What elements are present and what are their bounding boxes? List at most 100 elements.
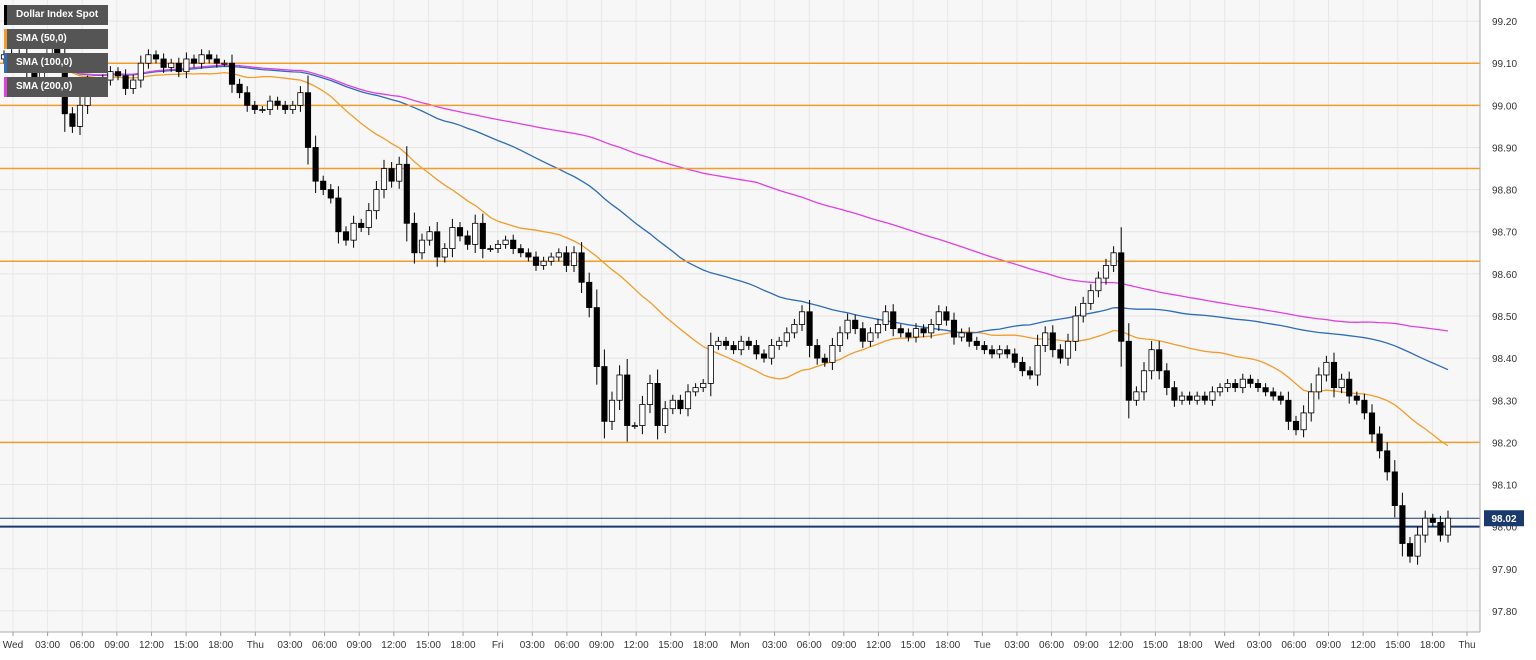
candle-body — [700, 383, 707, 389]
candle-body — [1080, 302, 1087, 317]
candle-body — [69, 113, 76, 127]
x-tick-label: 15:00 — [1143, 640, 1168, 651]
x-tick-label: 09:00 — [104, 640, 129, 651]
x-tick-label: 03:00 — [520, 640, 545, 651]
x-tick-label: 15:00 — [658, 640, 683, 651]
candle-body — [1209, 391, 1216, 401]
candle-body — [76, 104, 84, 127]
candle-body — [1414, 534, 1421, 557]
x-tick-label: 06:00 — [797, 640, 822, 651]
x-tick-label: 06:00 — [312, 640, 337, 651]
candle-body — [1384, 450, 1391, 473]
candle-body — [912, 328, 920, 338]
x-tick-label: 12:00 — [139, 640, 164, 651]
candle-body — [844, 319, 851, 334]
candle-body — [168, 62, 175, 68]
candle-body — [312, 147, 319, 182]
candle-body — [282, 104, 289, 110]
candle-body — [525, 252, 532, 258]
candle-body — [1368, 412, 1376, 435]
candle-body — [1330, 361, 1338, 389]
candle-body — [1422, 517, 1429, 536]
candle-body — [829, 345, 836, 363]
x-tick-label: 06:00 — [70, 640, 95, 651]
candle-body — [358, 222, 365, 228]
candle-body — [1186, 395, 1193, 401]
current-price-tag — [1484, 510, 1524, 527]
candle-body — [1437, 522, 1444, 536]
candle-body — [396, 163, 403, 182]
x-tick-label: 06:00 — [1281, 640, 1306, 651]
candle-body — [920, 328, 927, 334]
candle-body — [1315, 374, 1322, 393]
x-tick-label: 12:00 — [1351, 640, 1376, 651]
x-tick-label: 15:00 — [1385, 640, 1410, 651]
sma-100-line — [3, 54, 1449, 371]
candle-body — [1194, 395, 1201, 401]
candle-body — [935, 311, 942, 325]
y-tick-label: 98.20 — [1492, 438, 1517, 449]
candle-body — [122, 75, 129, 89]
candle-body — [882, 311, 889, 325]
legend-item-sma200: SMA (200,0) — [4, 77, 109, 97]
candle-body — [814, 345, 821, 359]
x-tick-label: 03:00 — [762, 640, 787, 651]
x-tick-label: 09:00 — [831, 640, 856, 651]
legend-item-sma100: SMA (100,0) — [4, 53, 109, 73]
candle-body — [502, 239, 509, 245]
candle-body — [578, 252, 585, 283]
candle-body — [1338, 378, 1345, 389]
candle-body — [1133, 391, 1140, 401]
candle-body — [449, 227, 456, 249]
candle-body — [905, 332, 912, 338]
candle-body — [760, 353, 768, 359]
candle-body — [1353, 395, 1360, 401]
candle-body — [479, 222, 486, 249]
candle-body — [1216, 387, 1224, 393]
candle-body — [958, 332, 965, 338]
candle-body — [1057, 349, 1064, 359]
candle-body — [1148, 349, 1155, 372]
candle-body — [1026, 370, 1034, 376]
candle-body — [418, 239, 426, 254]
y-tick-label: 98.40 — [1492, 354, 1517, 365]
y-tick-label: 98.60 — [1492, 270, 1517, 281]
candle-body — [540, 260, 547, 266]
candle-body — [487, 248, 494, 250]
x-tick-label: 09:00 — [1074, 640, 1099, 651]
candle-body — [836, 332, 844, 346]
candle-body — [874, 324, 882, 334]
candle-body — [631, 425, 638, 427]
candle-body — [1232, 383, 1239, 389]
candle-body — [996, 349, 1003, 355]
candle-body — [730, 345, 737, 351]
candle-body — [373, 189, 380, 212]
candle-body — [1292, 420, 1300, 431]
legend-label: SMA (100,0) — [16, 57, 73, 68]
candle-body — [510, 239, 517, 249]
candle-body — [1224, 383, 1231, 389]
candle-body — [152, 54, 160, 60]
candle-body — [130, 79, 137, 89]
candle-body — [1019, 361, 1026, 372]
candle-body — [251, 104, 258, 110]
x-tick-label: 12:00 — [866, 640, 891, 651]
candle-body — [973, 340, 980, 346]
candle-body — [1171, 387, 1178, 401]
candle-body — [1346, 378, 1353, 397]
candle-body — [350, 222, 357, 241]
x-tick-label: 03:00 — [35, 640, 60, 651]
legend-swatch — [4, 77, 7, 97]
candle-body — [342, 231, 350, 241]
candle-body — [221, 62, 228, 65]
candle-body — [472, 222, 479, 245]
candle-body — [145, 54, 152, 64]
candle-body — [1042, 332, 1049, 346]
candle-body — [320, 180, 327, 191]
candle-body — [943, 311, 950, 321]
candle-body — [988, 349, 996, 355]
candle-body — [213, 58, 220, 64]
candle-body — [593, 307, 600, 367]
candle-body — [403, 163, 410, 224]
